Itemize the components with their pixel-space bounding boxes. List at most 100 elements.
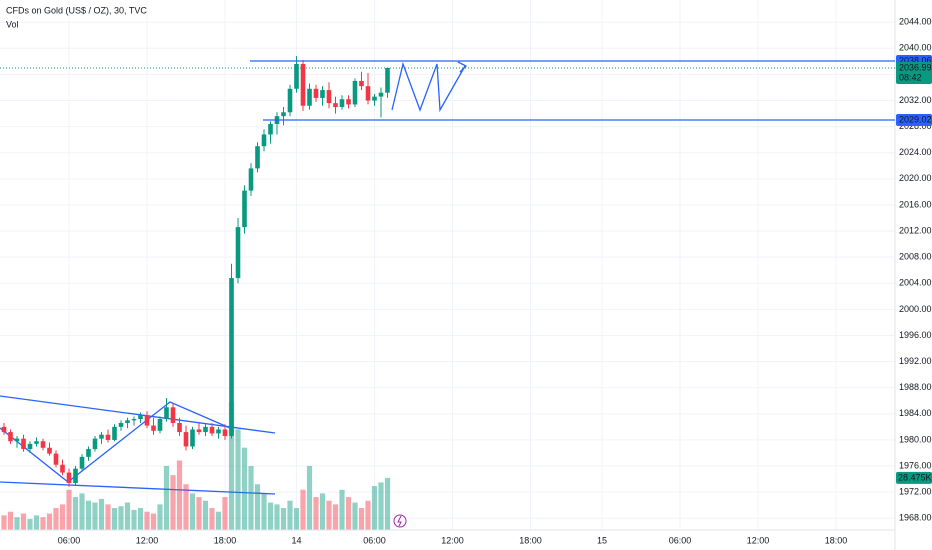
candle-body: [248, 168, 254, 191]
event-icon[interactable]: [393, 514, 407, 528]
volume-label: 28.475K: [898, 472, 932, 482]
volume-bar: [66, 489, 72, 530]
volume-bar: [300, 489, 306, 530]
projection-path: [391, 61, 466, 113]
x-tick-label: 18:00: [825, 535, 848, 545]
zigzag-line: [0, 401, 231, 483]
y-tick-label: 1988.00: [899, 382, 932, 392]
y-tick-label: 1992.00: [899, 356, 932, 366]
trend-line: [0, 481, 276, 495]
candle-body: [235, 227, 241, 279]
y-tick-label: 1972.00: [899, 487, 932, 497]
y-tick-label: 1984.00: [899, 408, 932, 418]
candle-body: [190, 429, 195, 447]
candle-body: [47, 447, 52, 454]
volume-bar: [72, 497, 79, 530]
candle-body: [261, 134, 267, 147]
candle-body: [229, 278, 234, 437]
volume-bar: [144, 511, 150, 530]
candle-body: [372, 96, 377, 101]
volume-bar: [7, 511, 14, 530]
y-tick-label: 2024.00: [899, 147, 932, 157]
y-tick-label: 2032.00: [899, 95, 932, 105]
volume-bar: [85, 500, 92, 530]
volume-bar: [261, 493, 267, 530]
candle-body: [131, 419, 137, 421]
x-tick-label: 06:00: [669, 535, 692, 545]
candle-body: [105, 434, 111, 440]
volume-bar: [111, 508, 118, 530]
volume-label-box: [896, 471, 932, 484]
volume-bar: [131, 509, 137, 530]
volume-bar: [176, 460, 183, 530]
volume-bar: [365, 500, 371, 530]
y-tick-label: 2000.00: [899, 304, 932, 314]
y-tick-label: 2028.00: [899, 121, 932, 131]
x-tick-label: 18:00: [214, 535, 237, 545]
y-tick-label: 1980.00: [899, 434, 932, 444]
volume-bar: [228, 401, 235, 530]
volume-bar: [105, 504, 111, 530]
countdown-label: 08:42: [899, 72, 922, 82]
y-tick-label: 2040.00: [899, 43, 932, 53]
level-label: 2038.06: [899, 55, 932, 65]
y-tick-label: 1968.00: [899, 513, 932, 523]
candle-body: [73, 468, 78, 484]
candle-body: [99, 434, 104, 439]
candle-body: [14, 438, 20, 442]
volume-bar: [332, 504, 339, 530]
drawings: [0, 61, 468, 495]
candle-body: [66, 472, 72, 484]
candle-body: [209, 426, 215, 434]
candle-body: [1, 426, 7, 433]
candle-body: [34, 441, 39, 444]
volume-bar: [46, 513, 53, 530]
x-tick-label: 14: [291, 535, 301, 545]
volume-bar: [287, 500, 293, 530]
volume-bar: [118, 506, 124, 530]
candle-body: [183, 432, 189, 447]
volume-bar: [293, 508, 300, 530]
candle-body: [287, 88, 293, 113]
candle-body: [216, 429, 221, 434]
volume-bar: [98, 498, 105, 530]
volume-bar: [183, 484, 189, 530]
candle-body: [60, 464, 65, 473]
candle-body: [385, 67, 390, 93]
arrow-head: [457, 61, 468, 73]
chart-title: CFDs on Gold (US$ / OZ), 30, TVC: [6, 5, 147, 15]
volume-bars: [1, 401, 391, 530]
volume-bar: [170, 475, 176, 530]
volume-bar: [14, 517, 20, 530]
candle-body: [8, 432, 13, 442]
volume-bar: [150, 513, 157, 530]
candle-body: [346, 99, 351, 105]
candle-body: [365, 86, 371, 101]
volume-bar: [371, 486, 378, 530]
candle-body: [359, 80, 364, 87]
level-label-box: [896, 113, 932, 126]
volume-bar: [27, 519, 33, 530]
volume-bar: [235, 429, 241, 530]
candle-body: [268, 124, 273, 135]
candle-body: [79, 456, 85, 469]
candle-body: [144, 415, 150, 426]
volume-bar: [215, 511, 222, 530]
volume-bar: [274, 504, 280, 530]
volume-bar: [358, 508, 365, 530]
y-tick-label: 2020.00: [899, 173, 932, 183]
volume-bar: [378, 482, 384, 530]
candle-body: [164, 407, 169, 420]
volume-bar: [124, 502, 131, 530]
candle-body: [92, 438, 98, 450]
candle-body: [222, 429, 228, 437]
y-tick-label: 2012.00: [899, 225, 932, 235]
x-tick-label: 15: [597, 535, 607, 545]
volume-bar: [241, 447, 248, 530]
volume-bar: [352, 502, 358, 530]
volume-bar: [345, 497, 352, 530]
volume-bar: [40, 517, 46, 530]
candle-body: [307, 88, 312, 106]
volume-bar: [20, 513, 27, 530]
